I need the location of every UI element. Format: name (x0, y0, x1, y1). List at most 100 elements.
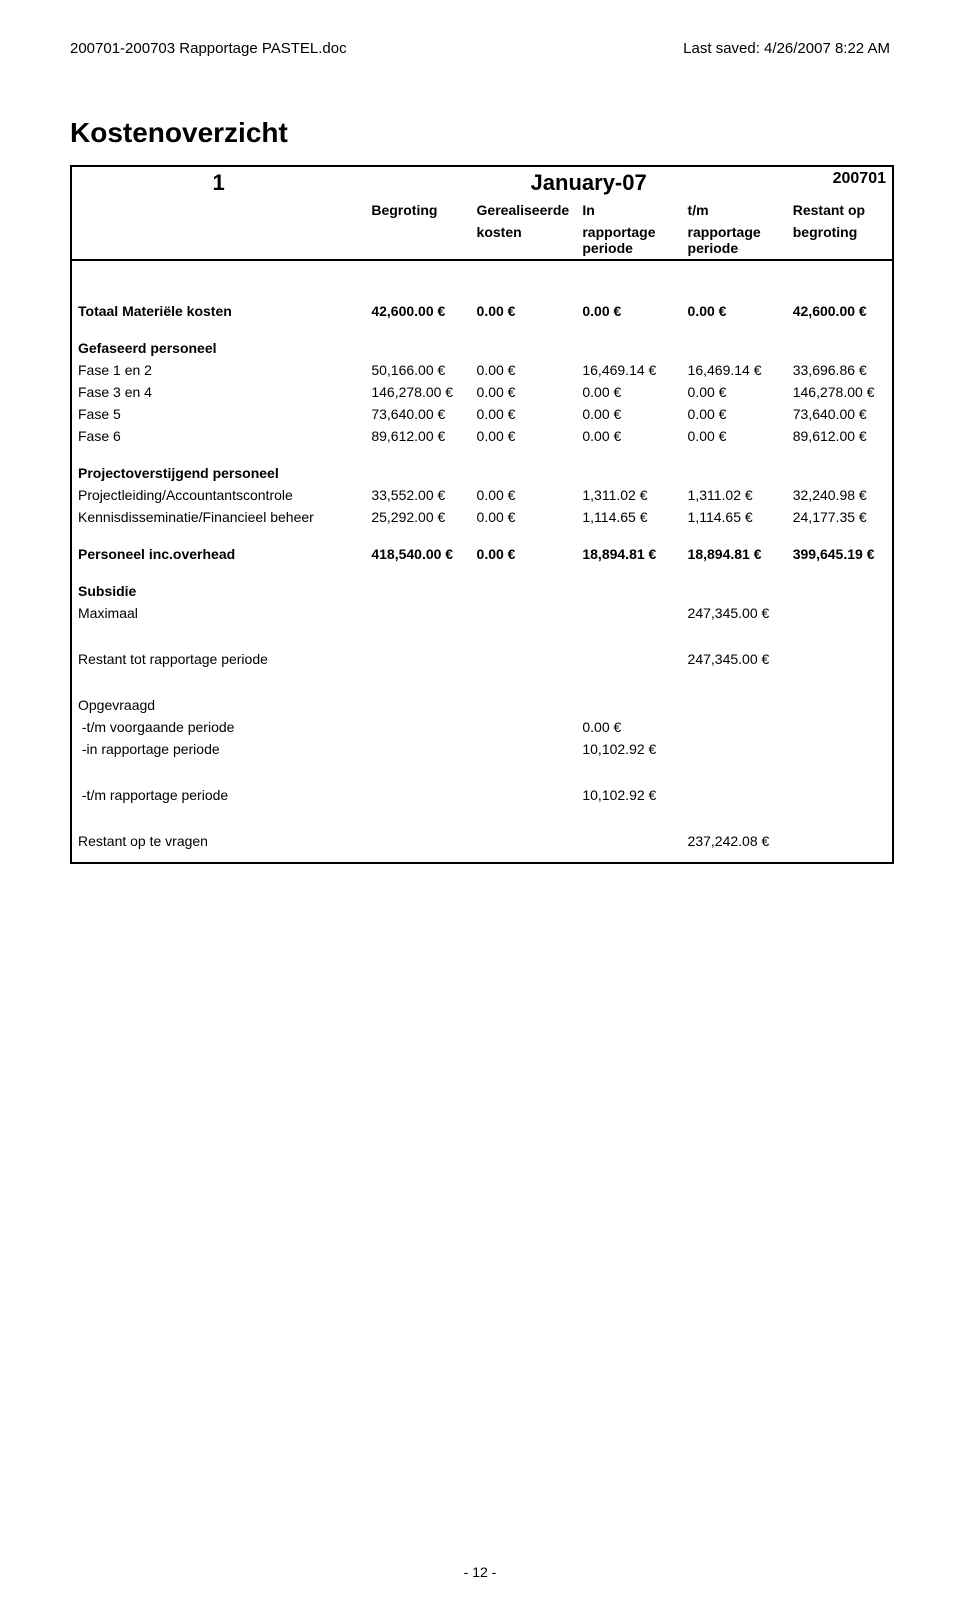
kd-v0: 25,292.00 € (365, 506, 470, 528)
rtot-v: 247,345.00 € (682, 648, 787, 670)
f12-v4: 33,696.86 € (787, 359, 892, 381)
col-begroting2: begroting (787, 221, 892, 260)
col-header-row: Begroting Gerealiseerde In t/m Restant o… (72, 199, 892, 221)
row-f6: Fase 6 89,612.00 € 0.00 € 0.00 € 0.00 € … (72, 425, 892, 447)
f34-v2: 0.00 € (576, 381, 681, 403)
col-restant: Restant op (787, 199, 892, 221)
col-kosten: kosten (471, 221, 577, 260)
rop-v: 237,242.08 € (682, 830, 787, 852)
row-kd: Kennisdisseminatie/Financieel beheer 25,… (72, 506, 892, 528)
col-periode2: periode (688, 240, 739, 256)
row-rop: Restant op te vragen 237,242.08 € (72, 830, 892, 852)
row-tr: -t/m rapportage periode 10,102.92 € (72, 784, 892, 806)
f6-v3: 0.00 € (682, 425, 787, 447)
f12-v0: 50,166.00 € (365, 359, 470, 381)
f34-v3: 0.00 € (682, 381, 787, 403)
row-gef-head: Gefaseerd personeel (72, 322, 892, 359)
col-begroting: Begroting (365, 199, 470, 221)
f12-label: Fase 1 en 2 (72, 359, 365, 381)
pov-v3: 18,894.81 € (682, 528, 787, 565)
pov-v1: 0.00 € (471, 528, 577, 565)
row-tv: -t/m voorgaande periode 0.00 € (72, 716, 892, 738)
tot-mat-v2: 0.00 € (576, 285, 681, 322)
f6-v0: 89,612.00 € (365, 425, 470, 447)
f12-v2: 16,469.14 € (576, 359, 681, 381)
row-tot-mat: Totaal Materiële kosten 42,600.00 € 0.00… (72, 285, 892, 322)
col-tm: t/m (682, 199, 787, 221)
page-footer: - 12 - (0, 1564, 960, 1580)
f5-v1: 0.00 € (471, 403, 577, 425)
pop-label: Projectoverstijgend personeel (72, 447, 892, 484)
f5-v3: 0.00 € (682, 403, 787, 425)
sub-label: Subsidie (72, 565, 892, 602)
f6-v2: 0.00 € (576, 425, 681, 447)
tr-label: -t/m rapportage periode (72, 784, 365, 806)
row-sub-head: Subsidie (72, 565, 892, 602)
pov-v4: 399,645.19 € (787, 528, 892, 565)
max-label: Maximaal (72, 602, 365, 624)
col-header-row2: kosten rapportage periode rapportage per… (72, 221, 892, 260)
f34-v1: 0.00 € (471, 381, 577, 403)
f5-label: Fase 5 (72, 403, 365, 425)
f5-v0: 73,640.00 € (365, 403, 470, 425)
row-f34: Fase 3 en 4 146,278.00 € 0.00 € 0.00 € 0… (72, 381, 892, 403)
tot-mat-label: Totaal Materiële kosten (72, 285, 365, 322)
report-table: 1 January-07 200701 Begroting Gerealisee… (72, 167, 892, 862)
f5-v4: 73,640.00 € (787, 403, 892, 425)
f34-v0: 146,278.00 € (365, 381, 470, 403)
pov-v2: 18,894.81 € (576, 528, 681, 565)
tv-label: -t/m voorgaande periode (72, 716, 365, 738)
doc-header-left: 200701-200703 Rapportage PASTEL.doc (70, 40, 347, 57)
f6-v4: 89,612.00 € (787, 425, 892, 447)
opg-label: Opgevraagd (72, 694, 892, 716)
row-ir: -in rapportage periode 10,102.92 € (72, 738, 892, 760)
tr-v: 10,102.92 € (576, 784, 681, 806)
kd-label: Kennisdisseminatie/Financieel beheer (72, 506, 365, 528)
kd-v2: 1,114.65 € (576, 506, 681, 528)
report-box: 1 January-07 200701 Begroting Gerealisee… (70, 165, 894, 864)
tv-v: 0.00 € (576, 716, 681, 738)
col-in: In (576, 199, 681, 221)
col-rapportage1: rapportage (582, 224, 655, 240)
pl-v2: 1,311.02 € (576, 484, 681, 506)
col-rapportage2: rapportage (688, 224, 761, 240)
row-rtot: Restant tot rapportage periode 247,345.0… (72, 648, 892, 670)
row-opg-head: Opgevraagd (72, 694, 892, 716)
period-row: 1 January-07 200701 (72, 167, 892, 199)
col-gerealiseerde: Gerealiseerde (471, 199, 577, 221)
pl-v3: 1,311.02 € (682, 484, 787, 506)
page-title: Kostenoverzicht (70, 117, 890, 149)
rtot-label: Restant tot rapportage periode (72, 648, 365, 670)
tot-mat-v0: 42,600.00 € (365, 285, 470, 322)
kd-v4: 24,177.35 € (787, 506, 892, 528)
col-periode1: periode (582, 240, 633, 256)
tot-mat-v1: 0.00 € (471, 285, 577, 322)
row-pov: Personeel inc.overhead 418,540.00 € 0.00… (72, 528, 892, 565)
f5-v2: 0.00 € (576, 403, 681, 425)
doc-header: 200701-200703 Rapportage PASTEL.doc Last… (70, 40, 890, 57)
f12-v3: 16,469.14 € (682, 359, 787, 381)
page: 200701-200703 Rapportage PASTEL.doc Last… (0, 0, 960, 1620)
pl-label: Projectleiding/Accountantscontrole (72, 484, 365, 506)
kd-v1: 0.00 € (471, 506, 577, 528)
tot-mat-v4: 42,600.00 € (787, 285, 892, 322)
pov-v0: 418,540.00 € (365, 528, 470, 565)
f34-label: Fase 3 en 4 (72, 381, 365, 403)
row-f12: Fase 1 en 2 50,166.00 € 0.00 € 16,469.14… (72, 359, 892, 381)
kd-v3: 1,114.65 € (682, 506, 787, 528)
row-pl: Projectleiding/Accountantscontrole 33,55… (72, 484, 892, 506)
row-pop-head: Projectoverstijgend personeel (72, 447, 892, 484)
tot-mat-v3: 0.00 € (682, 285, 787, 322)
f6-v1: 0.00 € (471, 425, 577, 447)
f6-label: Fase 6 (72, 425, 365, 447)
max-v: 247,345.00 € (682, 602, 787, 624)
f34-v4: 146,278.00 € (787, 381, 892, 403)
pl-v0: 33,552.00 € (365, 484, 470, 506)
row-max: Maximaal 247,345.00 € (72, 602, 892, 624)
rop-label: Restant op te vragen (72, 830, 365, 852)
f12-v1: 0.00 € (471, 359, 577, 381)
period-date: January-07 (365, 167, 786, 199)
pov-label: Personeel inc.overhead (72, 528, 365, 565)
doc-header-right: Last saved: 4/26/2007 8:22 AM (683, 40, 890, 57)
pl-v1: 0.00 € (471, 484, 577, 506)
